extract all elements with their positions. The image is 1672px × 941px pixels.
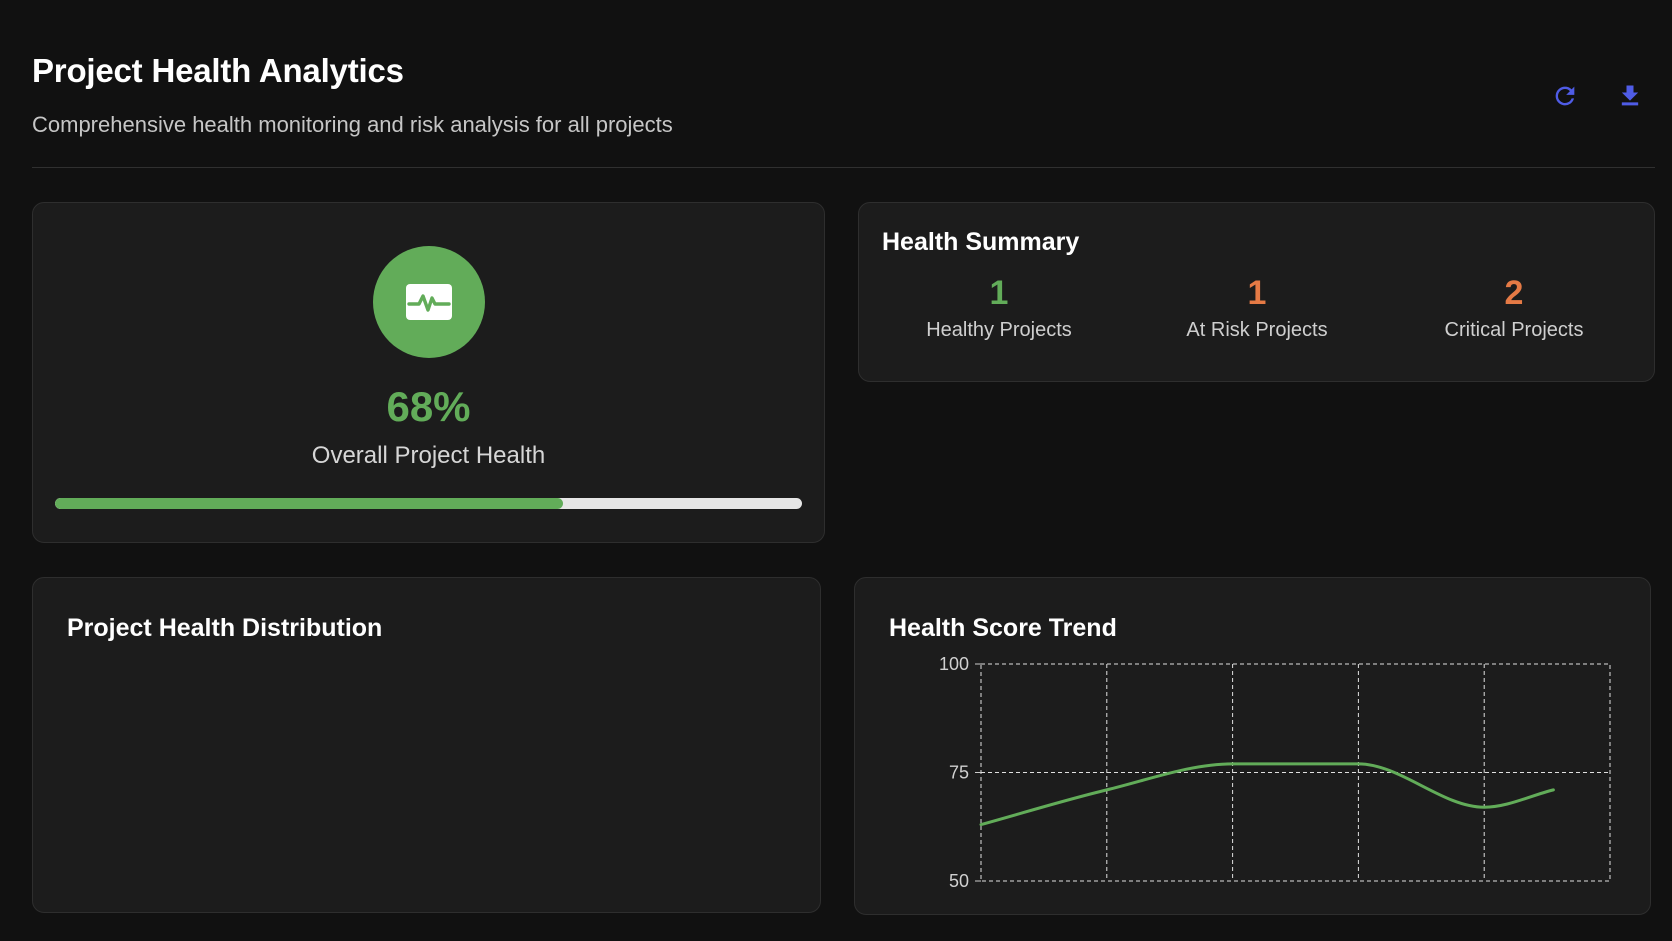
health-summary-card: Health Summary 1 Healthy Projects 1 At R… <box>858 202 1655 382</box>
trend-title: Health Score Trend <box>889 614 1117 642</box>
page-subtitle: Comprehensive health monitoring and risk… <box>32 112 673 137</box>
healthy-projects-count: 1 <box>989 274 1009 312</box>
overall-health-value: 68% <box>386 383 471 430</box>
download-button[interactable] <box>1612 78 1648 114</box>
at-risk-projects-label: At Risk Projects <box>1186 319 1328 341</box>
summary-title: Health Summary <box>882 228 1080 256</box>
critical-projects-label: Critical Projects <box>1444 319 1584 341</box>
health-progress-bar <box>55 498 802 509</box>
overall-health-card: 68% Overall Project Health <box>32 202 825 543</box>
refresh-icon <box>1555 86 1575 106</box>
healthy-projects-stat: 1 Healthy Projects <box>879 273 1119 342</box>
distribution-title: Project Health Distribution <box>67 614 383 642</box>
healthy-projects-label: Healthy Projects <box>926 319 1072 341</box>
chart-y-tick-label: 100 <box>939 654 969 674</box>
health-badge <box>373 246 485 358</box>
header-divider <box>32 167 1655 168</box>
critical-projects-stat: 2 Critical Projects <box>1394 273 1634 342</box>
health-monitor-icon <box>406 284 452 320</box>
overall-health-label: Overall Project Health <box>311 442 546 469</box>
page-header: Project Health Analytics Comprehensive h… <box>32 52 1672 137</box>
page-title: Project Health Analytics <box>32 52 404 89</box>
health-progress-fill <box>55 498 563 509</box>
health-trend-card: Health Score Trend 100 75 50 <box>854 577 1651 915</box>
download-icon <box>1621 85 1639 106</box>
at-risk-projects-stat: 1 At Risk Projects <box>1137 273 1377 342</box>
health-trend-chart: 100 75 50 <box>939 654 1611 891</box>
health-distribution-card: Project Health Distribution <box>32 577 821 913</box>
chart-y-tick-label: 75 <box>949 763 969 783</box>
chart-y-tick-label: 50 <box>949 871 969 891</box>
refresh-button[interactable] <box>1547 78 1583 114</box>
chart-series-line <box>979 762 1555 827</box>
at-risk-projects-count: 1 <box>1247 274 1267 312</box>
critical-projects-count: 2 <box>1504 274 1524 312</box>
